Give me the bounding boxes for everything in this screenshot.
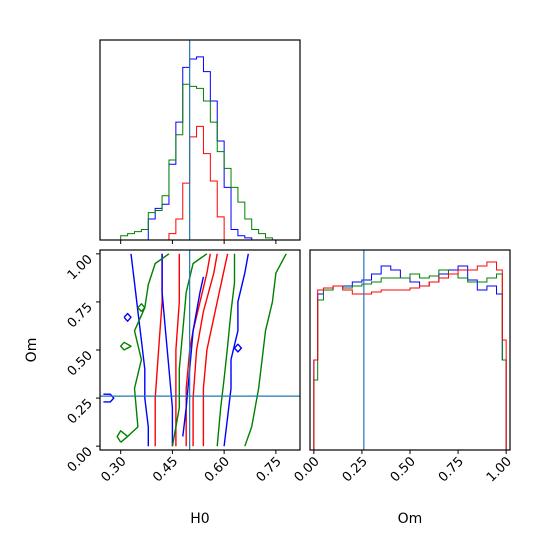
x-tick-label: 0.60 <box>202 454 233 485</box>
contour-line <box>154 253 163 447</box>
contour-line <box>103 393 115 403</box>
contour-line <box>202 253 229 447</box>
axes-frame <box>99 39 301 241</box>
green-histogram-line <box>313 269 507 450</box>
x-axis-label: Om <box>398 511 423 527</box>
y-axis-label: Om <box>24 338 40 363</box>
green-histogram-line <box>100 83 300 241</box>
contour-line <box>233 343 243 353</box>
red-histogram-line <box>313 261 507 450</box>
contour-line <box>192 253 218 447</box>
h0-om-contour-panel: 0.30 0.45 0.60 0.75 0.00 0.25 0.50 0.75 1.00 H0 Om <box>24 249 301 527</box>
blue-histogram-line <box>313 265 507 450</box>
y-tick-label: 0.75 <box>65 300 96 331</box>
axes-frame <box>99 249 301 451</box>
om-histogram-panel: 0.00 0.25 0.50 0.75 1.00 Om <box>292 249 515 527</box>
contour-line <box>120 341 132 351</box>
contour-line <box>161 253 174 447</box>
contour-line <box>127 253 170 438</box>
x-axis-label: H0 <box>190 511 209 527</box>
contour-line <box>182 276 205 437</box>
red-histogram-line <box>100 125 300 241</box>
x-tick-label: 1.00 <box>484 454 515 485</box>
contour-line <box>216 253 236 447</box>
contour-line <box>123 312 132 322</box>
blue-histogram-line <box>100 56 300 241</box>
contour-line <box>244 253 287 447</box>
x-tick-label: 0.75 <box>436 454 467 485</box>
y-tick-label: 1.00 <box>65 252 96 283</box>
contour-line <box>130 253 149 447</box>
x-tick-label: 0.00 <box>292 454 323 485</box>
contour-line <box>223 253 249 447</box>
contour-line <box>137 303 146 312</box>
contour-lines <box>103 253 287 447</box>
x-tick-label: 0.45 <box>150 454 181 485</box>
contour-line <box>116 430 129 443</box>
y-tick-label: 0.50 <box>65 348 96 379</box>
y-tick-label: 0.00 <box>65 444 96 475</box>
y-tick-label: 0.25 <box>65 396 96 427</box>
x-tick-label: 0.75 <box>254 454 285 485</box>
contour-line <box>175 253 180 447</box>
h0-histogram-panel <box>99 39 301 244</box>
contour-line <box>171 253 208 447</box>
x-tick-label: 0.25 <box>340 454 371 485</box>
x-tick-label: 0.50 <box>388 454 419 485</box>
x-tick-label: 0.30 <box>98 454 129 485</box>
